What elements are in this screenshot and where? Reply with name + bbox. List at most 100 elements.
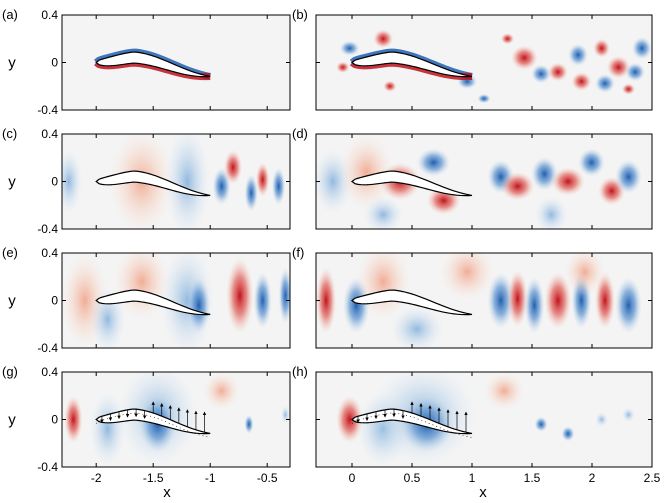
negative-vortex xyxy=(621,407,636,423)
negative-vortex xyxy=(615,276,642,334)
panel-field xyxy=(336,372,636,467)
negative-vortex xyxy=(594,73,616,93)
negative-vortex xyxy=(631,36,652,60)
positive-vortex xyxy=(316,267,337,334)
negative-vortex xyxy=(62,148,83,215)
airfoil-body xyxy=(95,408,211,435)
positive-vortex xyxy=(336,395,364,444)
positive-vortex xyxy=(255,162,270,197)
positive-vortex xyxy=(356,253,411,320)
airfoil-body xyxy=(95,51,211,78)
negative-vortex xyxy=(578,148,605,177)
panel-field xyxy=(94,48,211,81)
panel-label: (h) xyxy=(292,364,308,379)
y-tick-label: -0.4 xyxy=(37,222,58,236)
airfoil-body xyxy=(350,408,473,435)
positive-vortex xyxy=(606,55,631,79)
panel-d: (d) xyxy=(292,126,653,230)
positive-vortex xyxy=(500,33,515,45)
panel-c: (c) 0.4 0 -0.4 y xyxy=(2,126,291,236)
negative-vortex xyxy=(416,148,451,177)
airfoil-body xyxy=(95,170,211,197)
negative-vortex xyxy=(278,267,290,325)
negative-vortex xyxy=(389,305,444,348)
panel-e: (e) 0.4 0 -0.4 y xyxy=(2,245,291,355)
panel-b: (b) xyxy=(292,7,653,111)
y-tick-label: -0.4 xyxy=(37,341,58,355)
y-tick-label: 0 xyxy=(51,413,58,427)
midline-dots xyxy=(351,412,473,438)
negative-vortex xyxy=(594,411,609,428)
x-tick-label: 1 xyxy=(469,471,476,485)
positive-vortex xyxy=(226,257,254,334)
x-tick-label: -0.5 xyxy=(257,471,278,485)
panel-a: (a) 0.4 0 -0.4 y xyxy=(2,7,291,117)
x-tick-label: -1.5 xyxy=(143,471,164,485)
positive-vortex xyxy=(64,395,83,444)
negative-vortex xyxy=(534,416,548,432)
panel-field xyxy=(64,372,290,467)
x-axis-label-left: x xyxy=(163,484,171,501)
negative-vortex xyxy=(363,195,404,229)
negative-vortex xyxy=(534,195,568,229)
negative-vortex xyxy=(253,272,272,329)
y-tick-label: 0.4 xyxy=(41,365,58,379)
airfoil-body xyxy=(350,51,473,78)
negative-vortex xyxy=(524,276,545,334)
positive-vortex xyxy=(510,45,538,71)
y-tick-label: 0 xyxy=(51,294,58,308)
x-axis-label-right: x xyxy=(479,484,487,501)
x-tick-label: 2 xyxy=(589,471,596,485)
y-tick-label: 0.4 xyxy=(41,127,58,141)
positive-vortex xyxy=(571,72,592,91)
x-tick-label: 1.5 xyxy=(524,471,541,485)
negative-vortex xyxy=(531,64,552,84)
x-tick-label: 0 xyxy=(349,471,356,485)
airfoil-body xyxy=(350,170,473,197)
panel-field xyxy=(62,253,290,348)
positive-vortex xyxy=(564,253,605,296)
negative-vortex xyxy=(89,391,126,467)
positive-vortex xyxy=(203,372,240,410)
positive-vortex xyxy=(544,272,572,329)
panel-field xyxy=(336,29,652,104)
y-tick-label: -0.4 xyxy=(37,460,58,474)
airfoil-body xyxy=(350,289,473,316)
negative-vortex xyxy=(615,159,642,194)
panel-label: (b) xyxy=(292,7,308,22)
positive-vortex xyxy=(223,150,243,185)
negative-vortex xyxy=(477,93,491,104)
negative-vortex xyxy=(568,43,589,67)
y-tick-label: 0 xyxy=(51,56,58,70)
negative-vortex xyxy=(164,134,211,229)
panel-label: (c) xyxy=(2,126,17,141)
negative-vortex xyxy=(187,276,211,334)
panel-label: (g) xyxy=(2,364,18,379)
negative-vortex xyxy=(244,173,259,212)
positive-vortex xyxy=(484,372,525,410)
positive-vortex xyxy=(621,83,636,95)
positive-vortex xyxy=(373,29,394,49)
positive-vortex xyxy=(500,172,535,201)
x-tick-label: 2.5 xyxy=(644,471,661,485)
panel-field xyxy=(316,134,642,229)
x-tick-label: 0.5 xyxy=(404,471,421,485)
x-tick-label: -2 xyxy=(91,471,102,485)
panel-label: (f) xyxy=(292,245,304,260)
positive-vortex xyxy=(383,80,397,92)
positive-vortex xyxy=(593,38,610,58)
y-tick-label: -0.4 xyxy=(37,103,58,117)
y-axis-label: y xyxy=(8,412,16,429)
positive-vortex xyxy=(547,62,568,82)
y-tick-label: 0 xyxy=(51,175,58,189)
negative-vortex xyxy=(531,156,558,191)
negative-vortex xyxy=(244,414,254,434)
panel-label: (a) xyxy=(2,7,18,22)
negative-vortex xyxy=(271,167,286,206)
panel-label: (d) xyxy=(292,126,308,141)
y-axis-label: y xyxy=(8,174,16,191)
y-axis-label: y xyxy=(8,293,16,310)
negative-vortex xyxy=(625,62,646,82)
positive-vortex xyxy=(507,270,528,328)
